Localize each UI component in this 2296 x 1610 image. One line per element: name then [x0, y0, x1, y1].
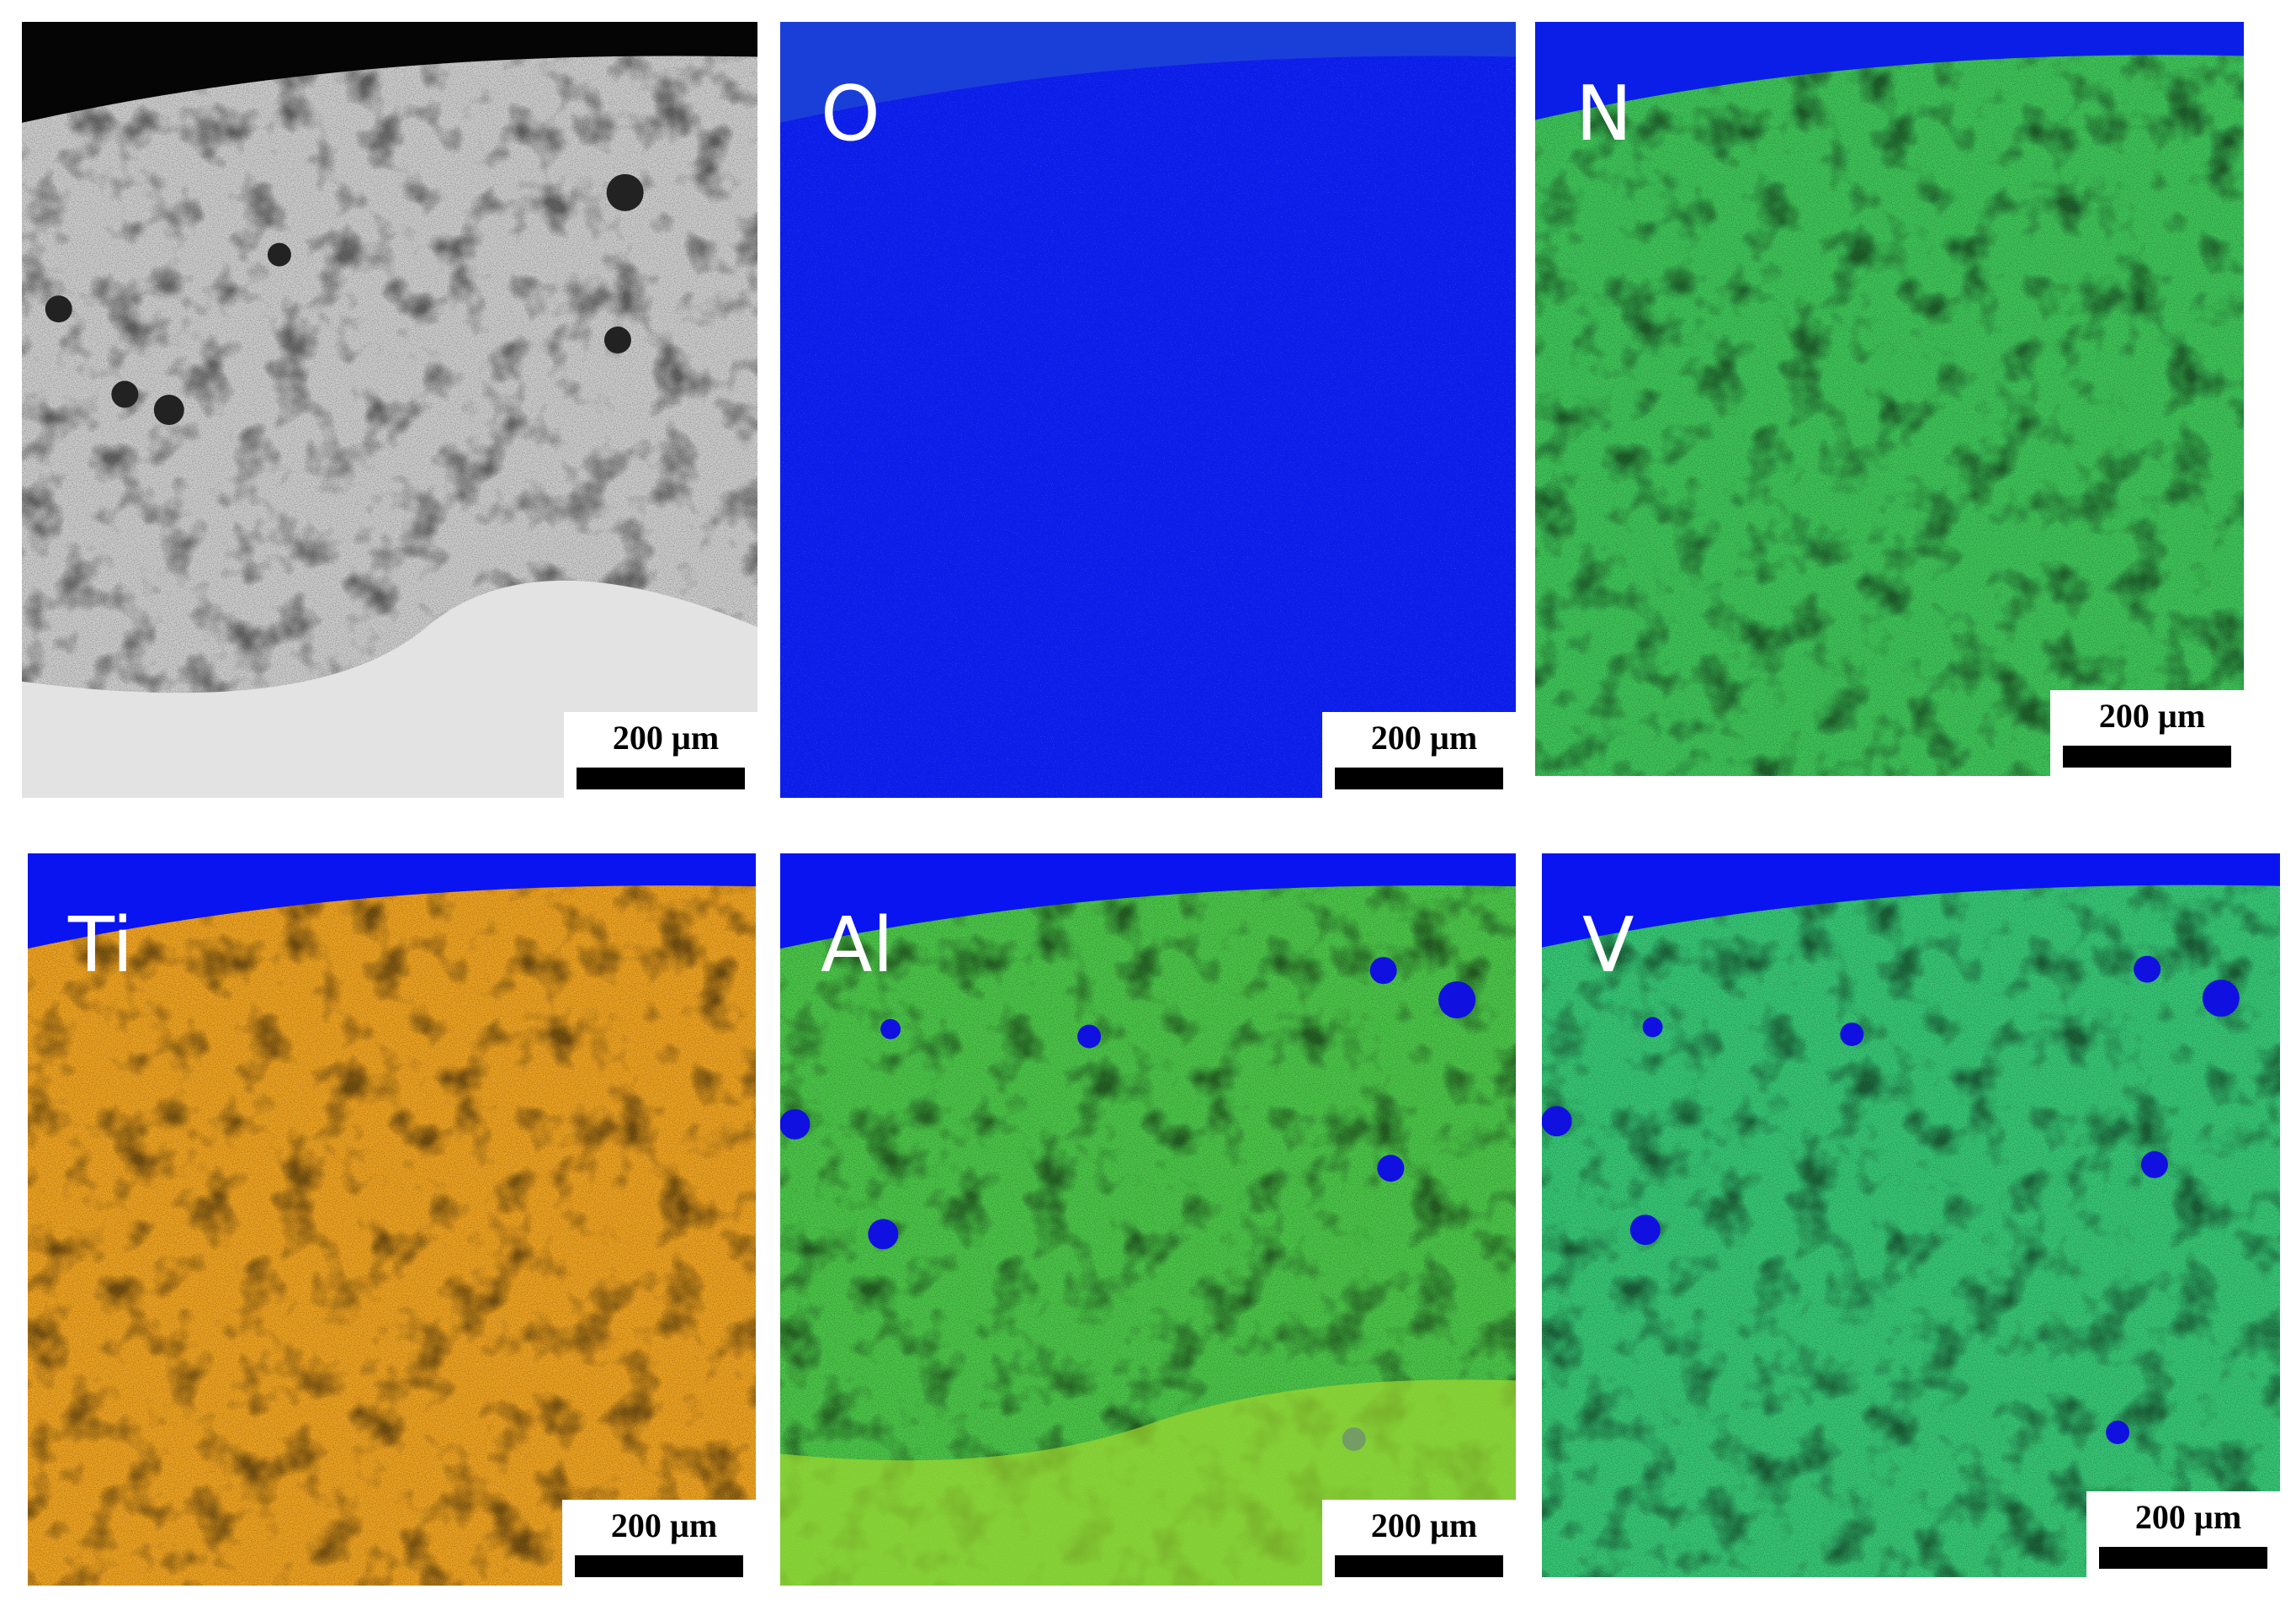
scale-bar: [577, 768, 745, 789]
micrograph-panel: Al 200 µm: [780, 853, 1516, 1586]
top-region: [28, 853, 756, 949]
scale-bar-label: 200 µm: [613, 719, 719, 757]
pore: [1840, 1023, 1864, 1046]
micrograph-panel: V 200 µm: [1542, 853, 2280, 1577]
pore: [603, 327, 631, 354]
pore: [1542, 1106, 1572, 1137]
element-label: Ti: [67, 901, 133, 990]
pore: [868, 1219, 899, 1250]
panel-image: [22, 22, 757, 798]
element-label: Al: [821, 901, 894, 990]
scale-bar-label: 200 µm: [1371, 719, 1477, 757]
panel-speckle: [28, 853, 756, 1586]
pore: [1077, 1024, 1102, 1049]
panel-speckle: [780, 22, 1516, 798]
pore: [267, 242, 291, 267]
micrograph-panel: Ti 200 µm: [28, 853, 756, 1586]
top-region: [22, 22, 757, 123]
panel-speckle: [1542, 853, 2280, 1577]
pore: [880, 1018, 901, 1039]
scale-bar: [2063, 746, 2231, 768]
micrograph-panel: N 200 µm: [1535, 22, 2244, 776]
element-label: N: [1576, 70, 1632, 158]
pore: [45, 295, 72, 323]
pore: [2106, 1421, 2130, 1444]
pore: [2134, 955, 2161, 983]
top-region: [780, 22, 1516, 123]
pore: [2202, 980, 2240, 1017]
panel-image: [28, 853, 756, 1586]
element-label: O: [821, 70, 880, 158]
panel-image: [1542, 853, 2280, 1577]
pore: [1438, 981, 1476, 1018]
panel-image: [780, 853, 1516, 1586]
panel-image: [780, 22, 1516, 798]
scale-bar-label: 200 µm: [2135, 1498, 2241, 1536]
scale-bar-label: 200 µm: [2099, 697, 2205, 735]
panel-speckle: [1535, 22, 2244, 776]
panel-image: [1535, 22, 2244, 776]
pore: [1629, 1214, 1661, 1246]
scale-bar: [1335, 768, 1503, 789]
top-region: [1535, 22, 2244, 120]
pore: [1377, 1155, 1405, 1182]
top-region: [1542, 853, 2280, 948]
pore: [1369, 957, 1397, 985]
element-label: V: [1582, 901, 1634, 990]
scale-bar-label: 200 µm: [1371, 1506, 1477, 1544]
scale-bar: [575, 1555, 743, 1577]
pore: [606, 173, 644, 211]
scale-bar-label: 200 µm: [611, 1506, 717, 1544]
scale-bar: [2099, 1547, 2267, 1569]
pore: [780, 1108, 811, 1140]
pore: [153, 395, 184, 425]
scale-bar: [1335, 1555, 1503, 1577]
micrograph-panel: 200 µm: [22, 22, 757, 798]
pore: [1642, 1017, 1663, 1038]
micrograph-panel: O 200 µm: [780, 22, 1516, 798]
pore: [2140, 1150, 2168, 1178]
top-region: [780, 853, 1516, 949]
pore: [111, 380, 139, 408]
